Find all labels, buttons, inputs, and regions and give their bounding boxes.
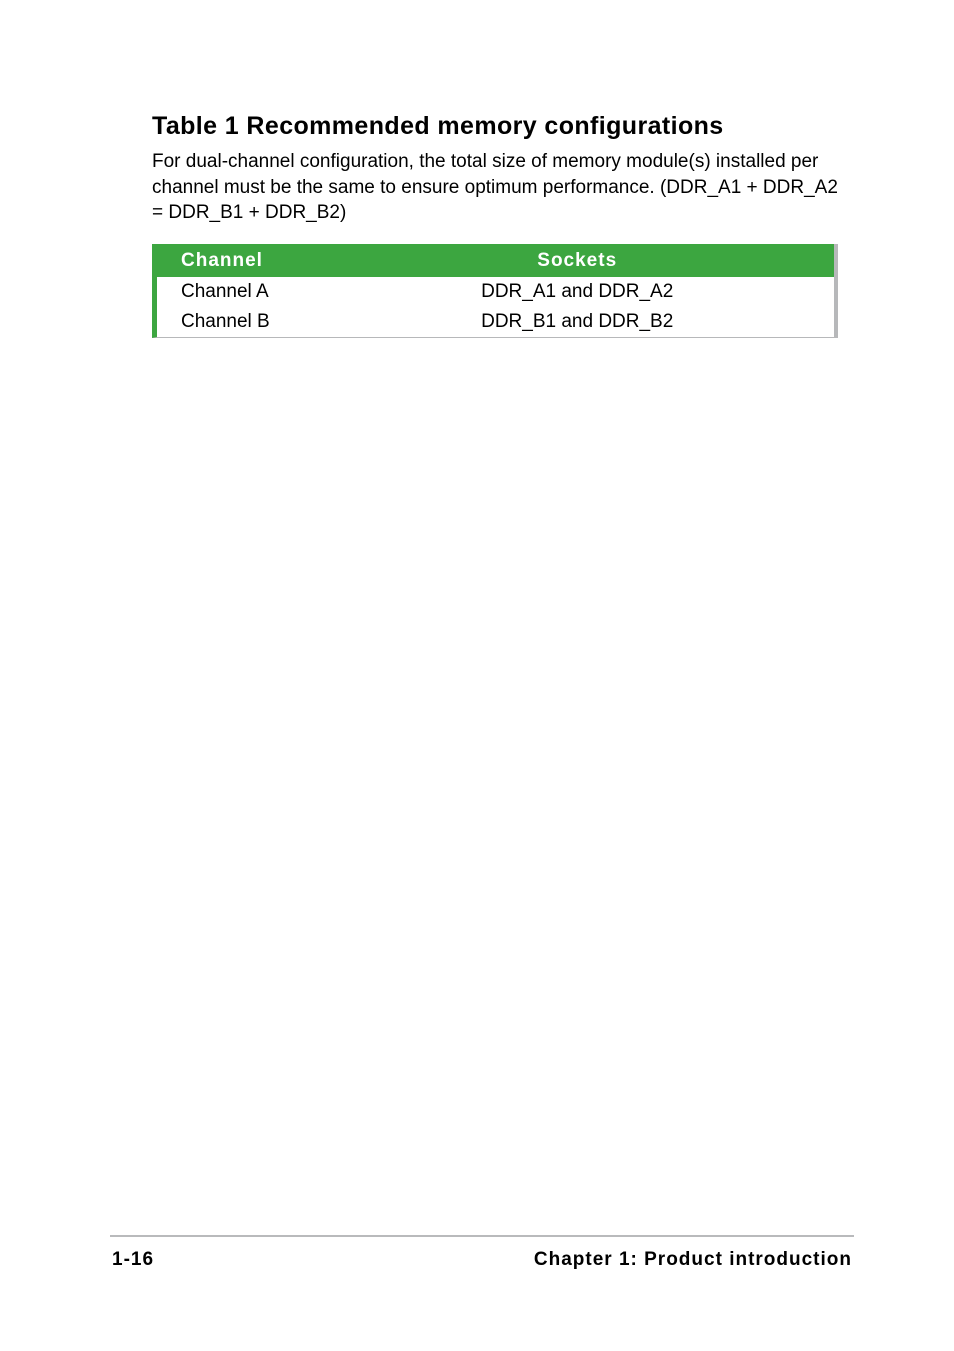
table-row: Channel B DDR_B1 and DDR_B2 [157,307,834,337]
table-title: Table 1 Recommended memory configuration… [152,112,854,141]
chapter-label: Chapter 1: Product introduction [534,1249,854,1271]
page-number: 1-16 [110,1249,154,1271]
footer-divider [110,1235,854,1237]
table-description: For dual-channel configuration, the tota… [152,149,854,226]
page-footer: 1-16 Chapter 1: Product introduction [110,1235,854,1271]
table-row: Channel A DDR_A1 and DDR_A2 [157,277,834,307]
table-cell-channel: Channel B [157,307,380,337]
table-cell-channel: Channel A [157,277,380,307]
table-header-channel: Channel [157,244,380,277]
table-cell-sockets: DDR_A1 and DDR_A2 [380,277,834,307]
table-header-sockets: Sockets [380,244,834,277]
table-header-row: Channel Sockets [157,244,834,277]
memory-config-table: Channel Sockets Channel A DDR_A1 and DDR… [152,244,838,338]
table-cell-sockets: DDR_B1 and DDR_B2 [380,307,834,337]
